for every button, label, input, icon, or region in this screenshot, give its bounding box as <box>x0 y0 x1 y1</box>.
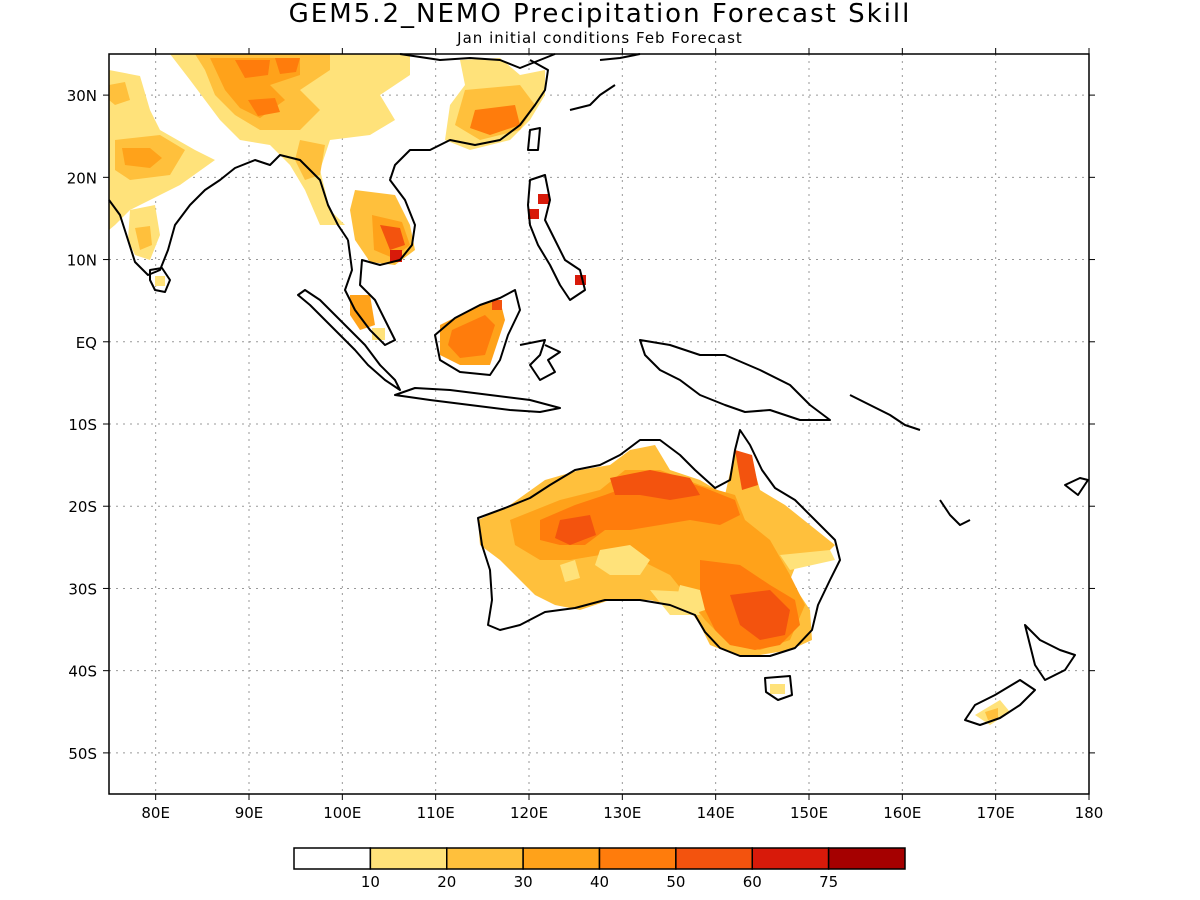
colorbar-swatch <box>827 847 906 870</box>
skill-patch-india <box>109 70 215 286</box>
colorbar-label: 10 <box>361 873 380 891</box>
lon-axis: 80E 90E 100E 110E 120E 130E 140E 150E 160E 170E 18… <box>141 48 1103 822</box>
colorbar-swatch <box>598 847 677 870</box>
coast-sumatra <box>297 289 401 391</box>
skill-patch-borneo <box>350 295 505 365</box>
skill-patch-australia <box>478 445 835 694</box>
lat-tick-label: 10S <box>68 416 97 434</box>
coast-new-zealand-north <box>1024 624 1076 681</box>
lon-tick-label: 110E <box>417 804 455 822</box>
coast-taiwan <box>527 127 541 151</box>
lon-tick-label: 120E <box>510 804 548 822</box>
lon-tick-label: 130E <box>603 804 641 822</box>
lon-tick-label: 100E <box>323 804 361 822</box>
skill-patch-new-zealand <box>975 700 1010 725</box>
lon-tick-label: 170E <box>977 804 1015 822</box>
lon-tick-label: 180 <box>1075 804 1104 822</box>
skill-patch-philippines <box>528 194 586 285</box>
lat-tick-label: 50S <box>68 745 97 763</box>
coastlines <box>108 53 1089 726</box>
coast-new-zealand-south <box>964 679 1036 726</box>
colorbar-label: 30 <box>514 873 533 891</box>
coast-australia <box>477 429 841 657</box>
coast-solomons <box>849 394 921 431</box>
lon-tick-label: 160E <box>883 804 921 822</box>
coast-fiji <box>1064 477 1089 496</box>
lat-tick-label: 30N <box>67 87 97 105</box>
colorbar-label: 50 <box>666 873 685 891</box>
coast-china-east <box>399 53 556 69</box>
coast-borneo <box>434 289 521 376</box>
coast-java <box>394 387 561 413</box>
coast-japan <box>569 53 641 111</box>
colorbar-swatch <box>675 847 753 870</box>
colorbar-swatch <box>369 847 448 870</box>
colorbar: 10 20 30 40 50 60 75 <box>293 847 906 891</box>
colorbar-label: 60 <box>743 873 762 891</box>
lon-tick-label: 140E <box>697 804 735 822</box>
lon-tick-label: 150E <box>790 804 828 822</box>
skill-shading <box>109 54 1010 725</box>
lat-axis: 30N 20N 10N EQ 10S 20S 30S 40S 50S <box>67 87 1095 763</box>
skill-patch-himalaya <box>170 54 410 225</box>
coast-vanuatu <box>939 499 971 526</box>
lat-tick-label: 20N <box>67 169 97 187</box>
colorbar-swatch <box>446 847 524 870</box>
coast-new-guinea <box>639 339 831 421</box>
coast-india <box>108 154 349 276</box>
lon-tick-label: 80E <box>141 804 170 822</box>
colorbar-swatch <box>522 847 601 870</box>
colorbar-swatch <box>751 847 830 870</box>
colorbar-label: 40 <box>590 873 609 891</box>
colorbar-swatch <box>293 847 372 870</box>
lat-tick-label: EQ <box>76 334 97 352</box>
lat-tick-label: 10N <box>67 252 97 270</box>
colorbar-label: 75 <box>819 873 838 891</box>
coast-tasmania <box>764 675 793 701</box>
skill-patch-indochina <box>350 190 415 265</box>
coast-philippines <box>527 174 586 301</box>
chart-subtitle: Jan initial conditions Feb Forecast <box>457 29 743 47</box>
coast-sulawesi <box>519 339 561 381</box>
coast-sri-lanka <box>149 267 171 293</box>
coast-indochina <box>344 59 549 346</box>
lat-tick-label: 20S <box>68 498 97 516</box>
lon-tick-label: 90E <box>235 804 264 822</box>
skill-patch-south-china <box>445 58 545 150</box>
lat-tick-label: 30S <box>68 580 97 598</box>
lat-tick-label: 40S <box>68 663 97 681</box>
chart-title: GEM5.2_NEMO Precipitation Forecast Skill <box>288 0 912 29</box>
colorbar-label: 20 <box>437 873 456 891</box>
